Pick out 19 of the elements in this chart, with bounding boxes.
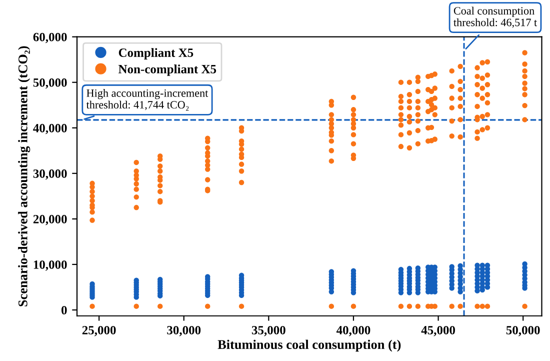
x-tick-label: 40,000 [336, 326, 370, 336]
y-tick-label: 20,000 [33, 214, 67, 226]
ref-line-label: Coal consumption threshold: 46,517 t [454, 6, 538, 28]
x-axis-title: Bituminous coal consumption (t) [218, 340, 401, 352]
ref-line-label: High accounting-increment threshold: 41,744 tCO₂ [86, 89, 208, 111]
legend-label: Non-compliant X5 [118, 64, 216, 76]
legend-label: Compliant X5 [118, 48, 194, 60]
x-tick-label: 50,000 [506, 326, 540, 336]
y-tick-label: 40,000 [33, 124, 67, 134]
y-tick-label: 0 [62, 306, 67, 314]
y-axis-title: Scenario-derived accounting increment (tCO₂) [18, 46, 30, 306]
x-tick-label: 45,000 [421, 326, 455, 336]
y-tick-label: 30,000 [33, 169, 67, 180]
x-tick-label: 30,000 [167, 326, 201, 336]
x-tick-label: 25,000 [82, 326, 116, 336]
x-tick-label: 35,000 [252, 326, 286, 336]
y-tick-label: 60,000 [33, 32, 67, 44]
y-tick-label: 10,000 [34, 260, 67, 271]
y-tick-label: 50,000 [33, 78, 67, 89]
